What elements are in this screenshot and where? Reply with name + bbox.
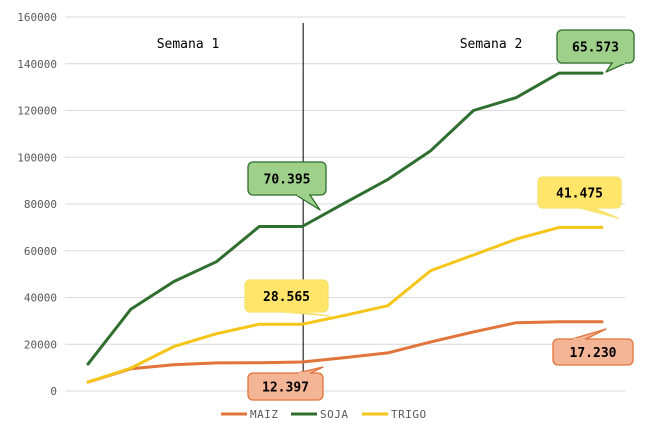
y-tick-label: 160000 xyxy=(17,11,57,24)
callout: 41.475 xyxy=(537,176,622,219)
callout-box xyxy=(552,338,634,366)
callout-label: 41.475 xyxy=(556,187,603,202)
y-tick-label: 140000 xyxy=(17,58,57,71)
callout-label: 70.395 xyxy=(264,173,311,188)
callout-pointer xyxy=(295,194,321,211)
callout-label: 17.230 xyxy=(570,346,617,361)
legend-label-soja: SOJA xyxy=(320,408,349,421)
y-tick-label: 100000 xyxy=(17,151,57,164)
series-lines xyxy=(86,71,604,384)
series-line-soja xyxy=(86,71,604,366)
week-label: Semana 2 xyxy=(460,37,523,52)
legend-label-trigo: TRIGO xyxy=(391,408,427,421)
y-tick-label: 20000 xyxy=(24,338,57,351)
callout-box xyxy=(247,161,327,196)
series-line-trigo xyxy=(86,225,604,384)
y-axis: 0 20000 40000 60000 80000 100000 120000 140000 1… xyxy=(17,11,57,398)
callout: 17.230 xyxy=(552,328,634,366)
y-tick-label: 40000 xyxy=(24,292,57,305)
y-tick-label: 0 xyxy=(50,385,57,398)
y-tick-label: 120000 xyxy=(17,105,57,118)
week-labels: Semana 1 Semana 2 xyxy=(157,37,523,52)
callout: 28.565 xyxy=(244,279,331,317)
value-callouts: 70.395 65.573 41.475 28.565 12.397 17.230 xyxy=(244,29,635,401)
callout-pointer xyxy=(579,207,619,219)
series-line-maiz xyxy=(86,320,604,384)
legend-label-maiz: MAIZ xyxy=(250,408,279,421)
callout-label: 28.565 xyxy=(263,290,310,305)
week-label: Semana 1 xyxy=(157,37,220,52)
y-tick-label: 60000 xyxy=(24,245,57,258)
callout: 12.397 xyxy=(247,366,324,401)
callout-box xyxy=(556,29,635,64)
callout-pointer xyxy=(571,328,607,340)
callout-box xyxy=(247,372,324,401)
callout: 65.573 xyxy=(556,29,635,73)
callout-label: 12.397 xyxy=(262,381,309,396)
callout-pointer xyxy=(605,62,627,73)
callout-label: 65.573 xyxy=(572,41,619,56)
callout: 70.395 xyxy=(247,161,327,211)
y-tick-label: 80000 xyxy=(24,198,57,211)
legend: MAIZ SOJA TRIGO xyxy=(221,408,427,421)
